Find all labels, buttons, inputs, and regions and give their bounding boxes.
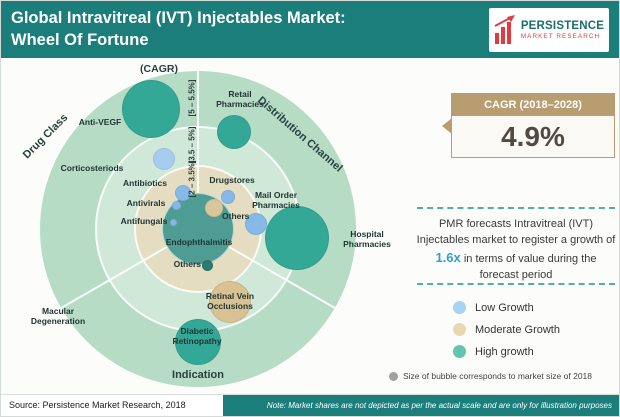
hospital-pharmacies-label: Hospital Pharmacies bbox=[343, 229, 391, 250]
retinal-vein-occlusions-label: Retinal Vein Occlusions bbox=[205, 291, 255, 312]
cagr-axis-label: (CAGR) bbox=[140, 63, 178, 75]
drugstores-label: Drugstores bbox=[209, 175, 255, 185]
others-distribution-label: Others bbox=[222, 211, 250, 221]
retail-pharmacies-label: Retail Pharmacies bbox=[216, 89, 264, 110]
macular-degeneration-label: Macular Degeneration bbox=[30, 306, 86, 327]
antivirals-bubble bbox=[171, 200, 181, 210]
corticosteriods-label: Corticosteriods bbox=[60, 163, 124, 173]
anti-vegf-bubble bbox=[122, 80, 180, 138]
retinal-vein-occlusions-bubble bbox=[209, 281, 251, 323]
others-indication-label: Others bbox=[173, 259, 201, 269]
title-line-1: Global Intravitreal (IVT) Injectables Ma… bbox=[11, 9, 346, 28]
mail-order-pharmacies-label: Mail Order Pharmacies bbox=[252, 190, 300, 211]
logo-text: PERSISTENCE MARKET RESEARCH bbox=[521, 20, 604, 40]
footer: Source: Persistence Market Research, 201… bbox=[1, 394, 619, 416]
antibiotics-label: Antibiotics bbox=[123, 178, 167, 188]
bar-chart-arrow-icon bbox=[494, 14, 515, 44]
logo-name: PERSISTENCE bbox=[520, 19, 605, 32]
ring-label-outer: [5 – 5.5%] bbox=[187, 79, 197, 117]
diabetic-retinopathy-bubble bbox=[175, 319, 221, 365]
footer-source: Source: Persistence Market Research, 201… bbox=[1, 395, 223, 416]
header: Global Intravitreal (IVT) Injectables Ma… bbox=[1, 1, 619, 58]
antibiotics-bubble bbox=[175, 185, 191, 201]
pmr-logo: PERSISTENCE MARKET RESEARCH bbox=[489, 7, 609, 52]
anti-vegf-label: Anti-VEGF bbox=[78, 117, 122, 127]
retail-pharmacies-bubble bbox=[217, 115, 251, 149]
drugstores-bubble bbox=[221, 190, 235, 204]
ring-label-middle: [3.5 – 5%] bbox=[187, 126, 197, 164]
ring-label-inner: [2 – 3.5%] bbox=[187, 160, 197, 198]
diabetic-retinopathy-label: Diabetic Retinopathy bbox=[172, 326, 222, 347]
title-line-2: Wheel Of Fortune bbox=[11, 30, 149, 49]
endophthalmitis-label: Endophthalmitis bbox=[165, 237, 233, 247]
sector-label-indication: Indication bbox=[172, 369, 224, 381]
others-distribution-bubble bbox=[205, 199, 223, 217]
hospital-pharmacies-bubble bbox=[265, 206, 329, 270]
antivirals-label: Antivirals bbox=[126, 198, 166, 208]
logo-subtitle: MARKET RESEARCH bbox=[520, 32, 601, 40]
antifungals-bubble bbox=[169, 218, 177, 226]
corticosteriods-bubble bbox=[153, 148, 175, 170]
page-title: Global Intravitreal (IVT) Injectables Ma… bbox=[11, 8, 346, 50]
mail-order-pharmacies-bubble bbox=[245, 213, 267, 235]
footer-note: Note: Market shares are not depicted as … bbox=[223, 395, 619, 416]
others-indication-bubble bbox=[201, 259, 213, 271]
antifungals-label: Antifungals bbox=[120, 216, 168, 226]
